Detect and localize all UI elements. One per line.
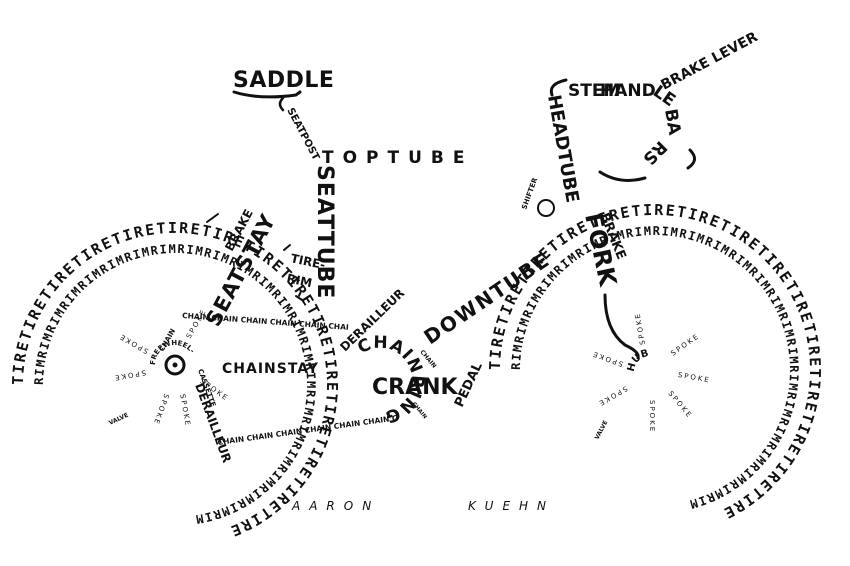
front-spokes: SPOKE SPOKE SPOKE SPOKE SPOKE SPOKE SPOK… [590, 311, 711, 433]
seattube-label: SEATTUBE [312, 165, 337, 299]
signature-first-name: AARON [291, 499, 380, 513]
svg-text:BA: BA [660, 107, 684, 137]
spoke-label: SPOKE [633, 311, 647, 345]
signature-last-name: KUEHN [468, 499, 555, 513]
rear-rim-text: RIMRIMRIMRIMRIMRIMRIMRIMRIMRIMRIMRIMRIMR… [32, 242, 318, 527]
spoke-label: SPOKE [596, 384, 629, 408]
rear-tire-text: TIRETIRETIRETIRETIRETIRETIRETIRETIRETIRE… [9, 219, 341, 541]
spoke-label: SPOKE [666, 390, 693, 421]
front-valve-label: VALVE [594, 419, 610, 440]
headtube-label: HEADTUBE [543, 93, 583, 204]
spoke-label: SPOKE [178, 394, 192, 428]
handlebars-label: HAND LE BA RS [600, 81, 684, 169]
shifter-label: SHIFTER [520, 176, 539, 211]
chainstay-label: CHAINSTAY [222, 361, 319, 377]
freewheel-label: FREEWHEEL- [149, 339, 196, 365]
rear-valve-label: VALVE [108, 412, 130, 427]
spoke-label: SPOKE [669, 332, 701, 358]
toptube-label: TOPTUBE [322, 148, 473, 168]
svg-text:RS: RS [639, 136, 671, 168]
crank-label: CRANK [372, 375, 459, 400]
svg-text:HAND: HAND [600, 81, 656, 101]
spoke-label: SPOKE [152, 393, 171, 427]
front-rim-text: RIMRIMRIMRIMRIMRIMRIMRIMRIMRIMRIMRIMRIMR… [509, 224, 801, 512]
hub-label: HUB [626, 348, 650, 373]
brake-lever-label: BRAKE LEVER [658, 29, 760, 94]
spoke-label: SPOKE [112, 368, 146, 382]
rear-wheel: TIRETIRETIRETIRETIRETIRETIRETIRETIRETIRE… [9, 219, 341, 541]
spoke-label: SPOKE [677, 371, 711, 385]
stem-label: STEM [568, 81, 620, 101]
spoke-label: SPOKE [648, 400, 656, 433]
seatpost-label: SEATPOST [284, 106, 321, 162]
svg-text:RIM: RIM [285, 271, 313, 290]
spoke-label: SPOKE [590, 349, 624, 368]
spoke-label: SPOKE [117, 332, 150, 356]
saddle-label: SADDLE [233, 68, 334, 93]
